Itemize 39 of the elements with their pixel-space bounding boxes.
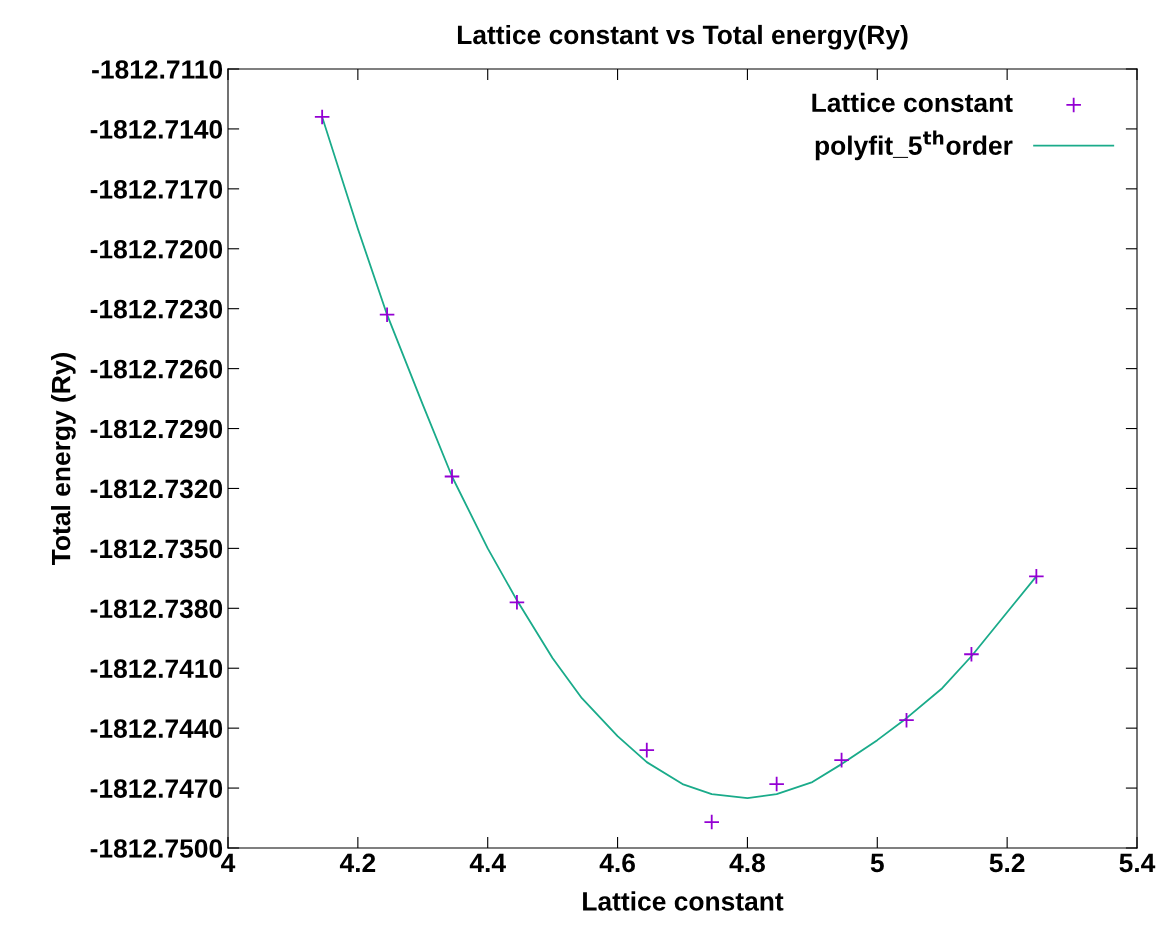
point	[313, 108, 331, 126]
y-tick-label: -1812.7440	[90, 719, 223, 738]
y-tick-label: -1812.7320	[90, 479, 223, 499]
point	[508, 594, 526, 611]
y-tick-label: -1812.7500	[90, 839, 223, 858]
legend-label: Lattice constant	[812, 92, 1013, 113]
y-axis-title: Total energy (Ry)	[51, 353, 76, 565]
legend-label: polyfit_5$^{th}$order	[815, 130, 1013, 161]
x-tick-label: 4.4	[469, 853, 506, 872]
point	[898, 711, 915, 729]
x-tick-label: 5.4	[1119, 853, 1156, 873]
y-tick-label: -1812.7140	[90, 120, 223, 139]
point	[638, 741, 655, 759]
point	[1028, 568, 1045, 585]
line-series	[321, 116, 1038, 799]
x-tick-label: 4.8	[729, 853, 765, 873]
point	[833, 751, 850, 769]
x-tick-label: 4.2	[339, 853, 376, 872]
point	[443, 468, 461, 485]
x-tick-label: 5	[870, 853, 884, 873]
y-tick-label: -1812.7290	[90, 419, 223, 439]
x-tick-label: 4	[221, 853, 236, 872]
y-tick-label: -1812.7200	[90, 239, 223, 259]
y-tick-label: -1812.7170	[90, 179, 223, 199]
y-tick-label: -1812.7470	[90, 779, 223, 798]
x-tick-label: 5.2	[989, 853, 1025, 873]
point	[963, 646, 980, 663]
point	[703, 813, 720, 831]
y-tick-label: -1812.7350	[90, 539, 223, 559]
y-tick-label: -1812.7230	[90, 299, 223, 319]
point	[378, 306, 396, 323]
x-tick-label: 4.6	[599, 853, 635, 873]
point	[768, 775, 785, 793]
chart-title: Lattice constant vs Total energy(Ry)	[457, 24, 908, 50]
y-tick-label: -1812.7110	[92, 60, 223, 79]
y-tick-label: -1812.7410	[90, 659, 223, 679]
x-axis-title: Lattice constant	[583, 891, 784, 911]
y-tick-label: -1812.7260	[90, 359, 223, 379]
y-tick-label: -1812.7380	[90, 599, 223, 619]
